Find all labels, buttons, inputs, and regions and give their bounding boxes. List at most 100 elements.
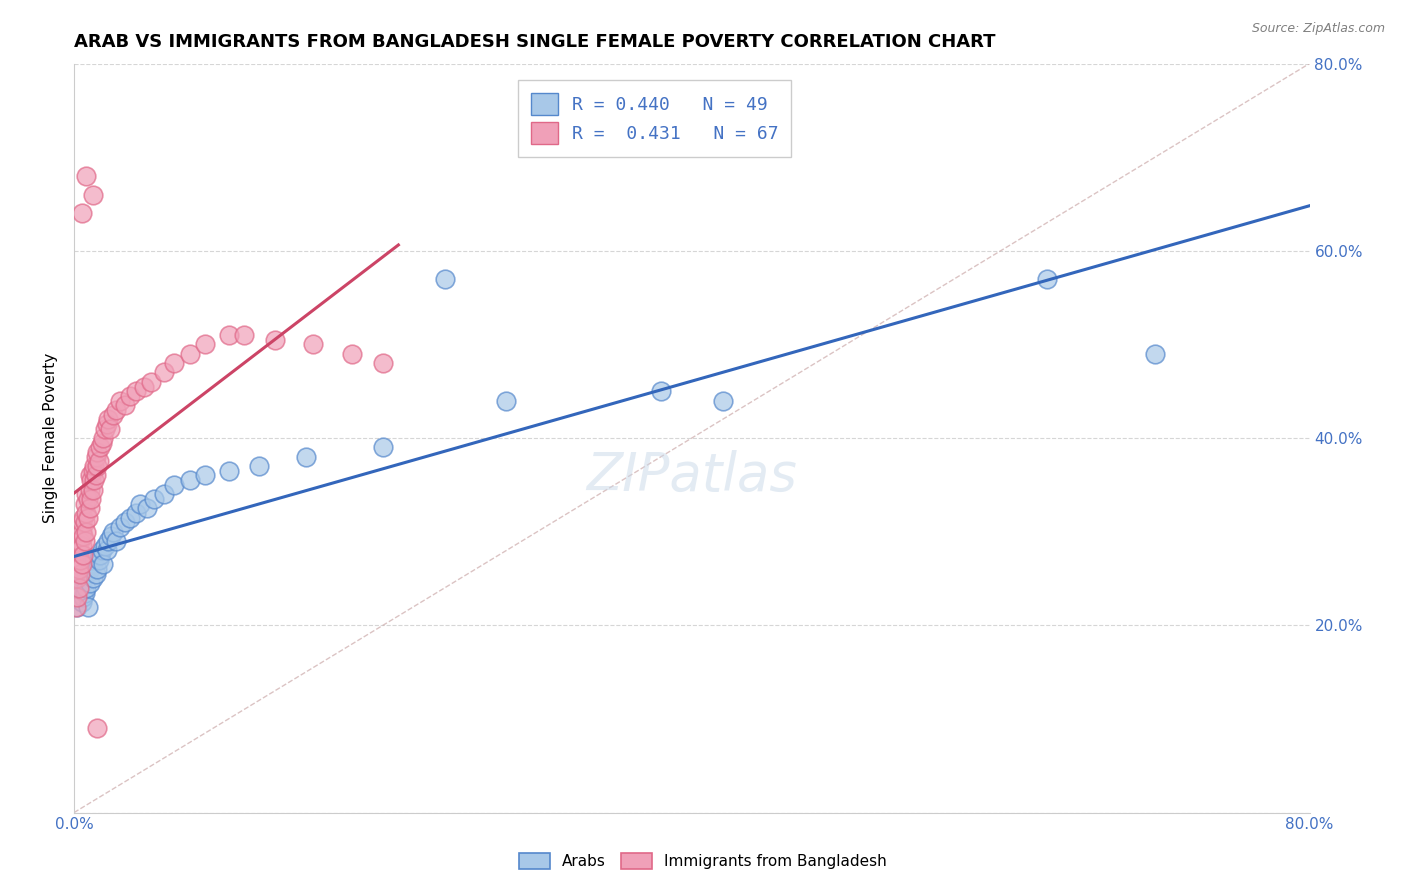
- Point: [98, 422, 121, 436]
- Point: [89, 441, 111, 455]
- Point: [132, 379, 155, 393]
- Point: [73, 516, 96, 530]
- Point: [143, 491, 166, 506]
- Point: [110, 520, 132, 534]
- Point: [118, 389, 141, 403]
- Point: [84, 450, 107, 464]
- Point: [83, 459, 105, 474]
- Point: [152, 487, 174, 501]
- Point: [73, 497, 96, 511]
- Point: [70, 595, 93, 609]
- Point: [72, 510, 94, 524]
- Point: [135, 501, 157, 516]
- Point: [83, 553, 105, 567]
- Point: [70, 524, 93, 539]
- Point: [495, 393, 517, 408]
- Point: [69, 581, 91, 595]
- Point: [340, 347, 363, 361]
- Point: [75, 506, 97, 520]
- Point: [114, 516, 136, 530]
- Point: [70, 206, 93, 220]
- Point: [66, 572, 89, 586]
- Point: [89, 548, 111, 562]
- Point: [233, 328, 256, 343]
- Point: [82, 464, 104, 478]
- Point: [72, 548, 94, 562]
- Point: [84, 566, 107, 581]
- Point: [72, 572, 94, 586]
- Point: [1036, 272, 1059, 286]
- Point: [86, 445, 108, 459]
- Point: [69, 534, 91, 549]
- Point: [96, 543, 118, 558]
- Point: [104, 534, 127, 549]
- Point: [67, 543, 90, 558]
- Point: [218, 464, 240, 478]
- Point: [96, 417, 118, 431]
- Point: [75, 169, 97, 183]
- Point: [69, 566, 91, 581]
- Point: [86, 562, 108, 576]
- Point: [101, 408, 124, 422]
- Point: [1144, 347, 1167, 361]
- Point: [75, 566, 97, 581]
- Point: [371, 356, 394, 370]
- Point: [129, 497, 152, 511]
- Point: [80, 473, 103, 487]
- Point: [82, 572, 104, 586]
- Point: [82, 187, 104, 202]
- Text: ZIPatlas: ZIPatlas: [586, 450, 797, 501]
- Point: [70, 539, 93, 553]
- Point: [371, 441, 394, 455]
- Point: [67, 585, 90, 599]
- Point: [75, 487, 97, 501]
- Point: [77, 510, 100, 524]
- Y-axis label: Single Female Poverty: Single Female Poverty: [44, 353, 58, 523]
- Point: [110, 393, 132, 408]
- Point: [72, 590, 94, 604]
- Point: [125, 384, 148, 399]
- Point: [433, 272, 456, 286]
- Legend: Arabs, Immigrants from Bangladesh: Arabs, Immigrants from Bangladesh: [513, 847, 893, 875]
- Point: [247, 459, 270, 474]
- Point: [90, 543, 112, 558]
- Point: [163, 478, 186, 492]
- Point: [70, 516, 93, 530]
- Point: [87, 553, 110, 567]
- Point: [218, 328, 240, 343]
- Text: ARAB VS IMMIGRANTS FROM BANGLADESH SINGLE FEMALE POVERTY CORRELATION CHART: ARAB VS IMMIGRANTS FROM BANGLADESH SINGL…: [75, 33, 995, 51]
- Point: [67, 581, 90, 595]
- Point: [66, 599, 89, 614]
- Point: [97, 412, 120, 426]
- Point: [179, 347, 201, 361]
- Point: [79, 483, 101, 497]
- Point: [66, 590, 89, 604]
- Point: [80, 558, 103, 572]
- Point: [152, 366, 174, 380]
- Point: [163, 356, 186, 370]
- Point: [263, 333, 285, 347]
- Point: [80, 491, 103, 506]
- Point: [194, 468, 217, 483]
- Point: [97, 534, 120, 549]
- Point: [94, 539, 117, 553]
- Point: [104, 403, 127, 417]
- Point: [650, 384, 672, 399]
- Point: [86, 459, 108, 474]
- Point: [75, 524, 97, 539]
- Point: [77, 599, 100, 614]
- Point: [90, 435, 112, 450]
- Point: [72, 529, 94, 543]
- Point: [711, 393, 734, 408]
- Point: [125, 506, 148, 520]
- Point: [302, 337, 325, 351]
- Point: [93, 431, 115, 445]
- Point: [79, 562, 101, 576]
- Point: [79, 576, 101, 591]
- Point: [73, 534, 96, 549]
- Point: [69, 553, 91, 567]
- Point: [94, 422, 117, 436]
- Point: [79, 501, 101, 516]
- Point: [87, 454, 110, 468]
- Point: [75, 581, 97, 595]
